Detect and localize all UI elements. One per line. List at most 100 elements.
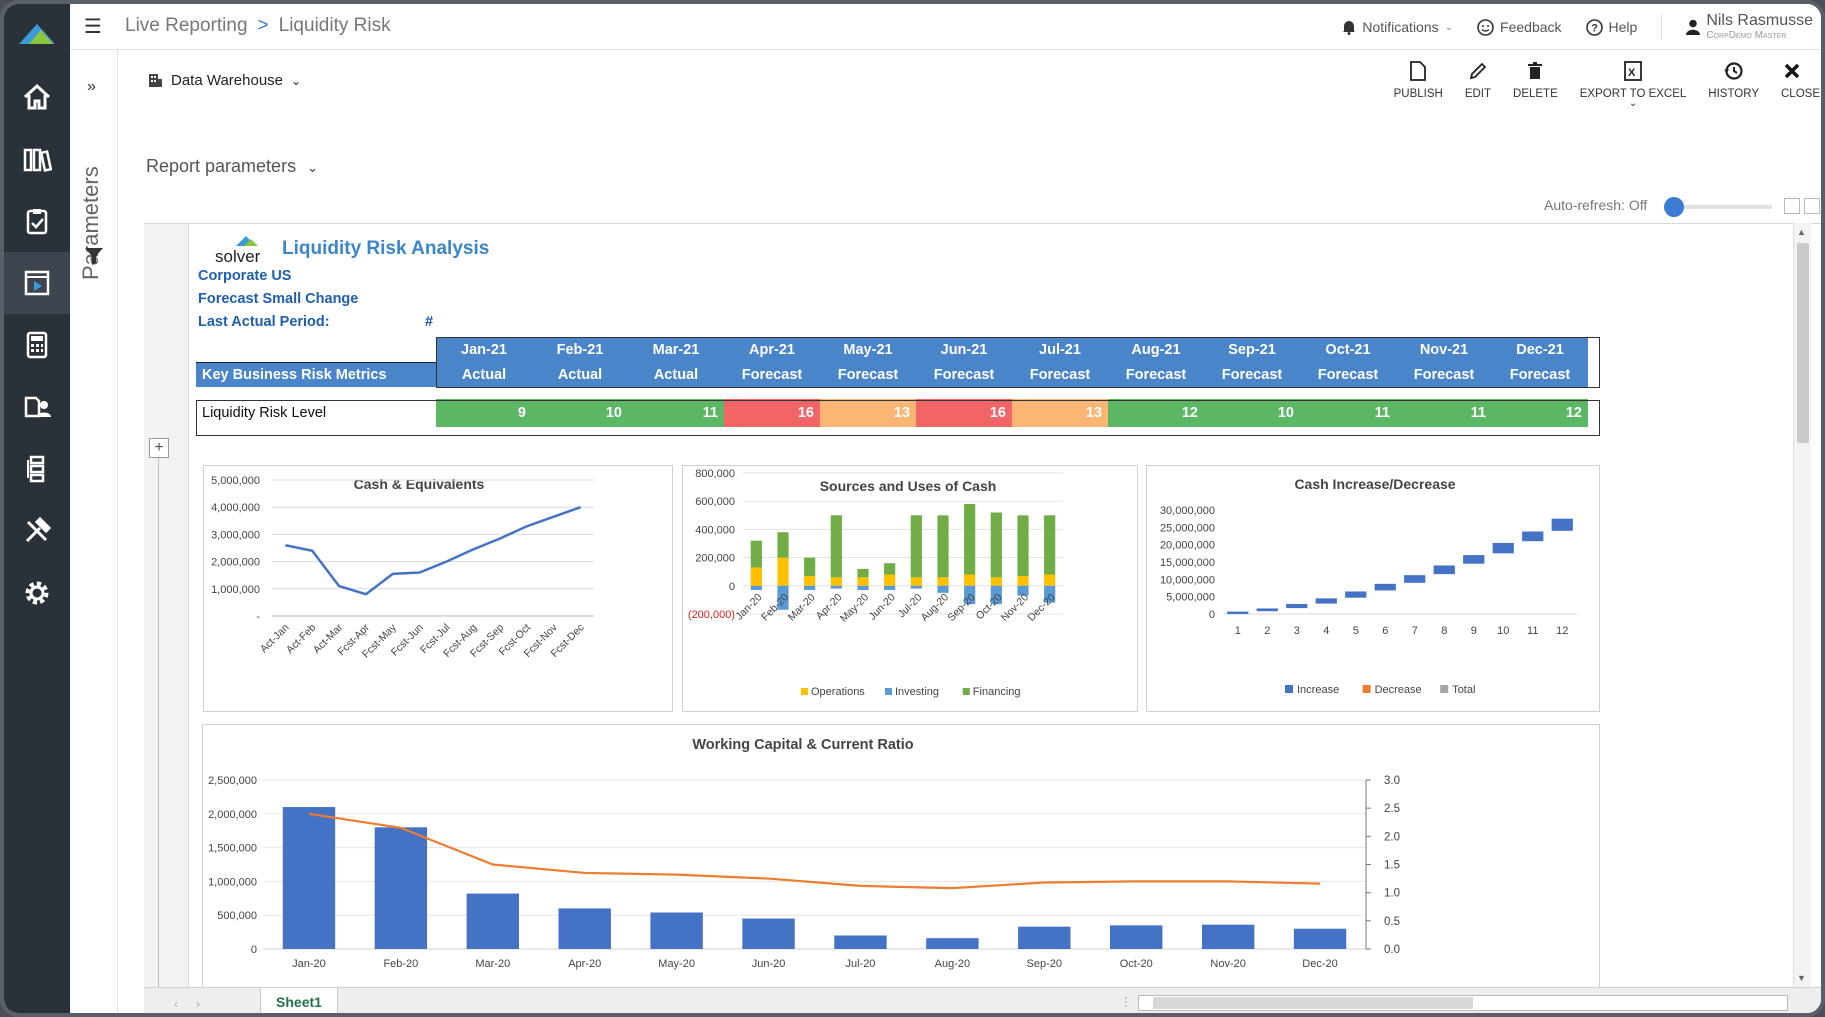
risk-value-cell[interactable]: 13	[820, 399, 916, 427]
export-to-excel-button[interactable]: X EXPORT TO EXCEL ⌄	[1580, 60, 1686, 109]
data-source-dropdown[interactable]: Data Warehouse ⌄	[148, 72, 301, 89]
y-tick-label: 2,500,000	[208, 775, 257, 787]
breadcrumb-live-reporting[interactable]: Live Reporting	[125, 15, 248, 36]
bar-segment	[1017, 585, 1029, 596]
breadcrumb-separator: >	[257, 15, 269, 36]
expand-group-button[interactable]: +	[149, 438, 169, 458]
working-capital-bar	[1018, 926, 1071, 949]
auto-refresh-toggle[interactable]	[1664, 197, 1774, 217]
edit-button[interactable]: EDIT	[1465, 60, 1491, 108]
risk-value-cell[interactable]: 12	[1108, 399, 1204, 427]
risk-value-cell[interactable]: 16	[724, 399, 820, 427]
solver-nav-logo[interactable]	[17, 18, 57, 48]
y-tick-label: (200,000)	[688, 609, 735, 621]
legend-label: Total	[1452, 684, 1475, 696]
menu-icon[interactable]: ☰	[84, 16, 102, 38]
scroll-thumb[interactable]	[1797, 243, 1809, 443]
bar-segment	[777, 557, 789, 586]
waterfall-bar	[1345, 591, 1367, 598]
risk-value-cell[interactable]: 10	[1204, 399, 1300, 427]
vertical-scrollbar[interactable]: ▲ ▼	[1793, 223, 1811, 987]
nav-settings[interactable]	[4, 562, 70, 624]
x-tick-label: Nov-20	[1210, 958, 1245, 970]
splitter-icon[interactable]: ⋮	[1120, 995, 1132, 1009]
user-menu[interactable]: Nils Rasmusse CorpDemo Master	[1686, 13, 1813, 41]
grid-icon[interactable]	[1804, 198, 1820, 214]
risk-value-cell[interactable]: 11	[628, 399, 724, 427]
report-title: Liquidity Risk Analysis	[282, 238, 490, 259]
horizontal-scrollbar[interactable]	[1138, 995, 1788, 1011]
legend-label: Operations	[811, 686, 865, 698]
history-button[interactable]: HISTORY	[1708, 60, 1759, 108]
waterfall-bar	[1404, 575, 1426, 583]
expand-icon[interactable]	[1784, 198, 1800, 214]
legend-swatch	[801, 688, 808, 695]
nav-calculator[interactable]	[4, 314, 70, 376]
row-label: Liquidity Risk Level	[202, 405, 327, 421]
risk-value-cell[interactable]: 11	[1300, 399, 1396, 427]
header-type: Forecast	[1396, 362, 1492, 387]
y2-tick-label: 0.5	[1384, 916, 1400, 928]
help-button[interactable]: ? Help	[1585, 18, 1637, 36]
x-tick-label: Aug-20	[935, 958, 970, 970]
delete-button[interactable]: DELETE	[1513, 60, 1558, 108]
bar-segment	[857, 577, 869, 586]
risk-value-cell[interactable]: 9	[436, 399, 532, 427]
risk-value-cell[interactable]: 13	[1012, 399, 1108, 427]
legend-swatch	[962, 688, 970, 695]
feedback-button[interactable]: Feedback	[1477, 18, 1562, 36]
hierarchy-icon	[27, 455, 45, 483]
cash-increase-chart[interactable]: Cash Increase/Decrease 30,000,000 25,000,0…	[1146, 465, 1600, 712]
sheet-tab[interactable]: Sheet1	[260, 988, 338, 1013]
waterfall-bar	[1374, 583, 1396, 591]
nav-hierarchy[interactable]	[4, 438, 70, 500]
row-border	[196, 400, 1600, 436]
scroll-down-icon[interactable]: ▼	[1797, 973, 1806, 983]
notifications-button[interactable]: Notifications ⌄	[1342, 19, 1453, 35]
library-icon	[23, 148, 52, 172]
scroll-up-icon[interactable]: ▲	[1797, 227, 1806, 237]
data-source-label: Data Warehouse	[171, 72, 284, 89]
sources-uses-chart[interactable]: Sources and Uses of Cash 800,000 600,000 40…	[682, 465, 1138, 712]
nav-library[interactable]	[4, 128, 70, 190]
risk-value-cell[interactable]: 10	[532, 399, 628, 427]
y-tick-label: 5,000,000	[1166, 592, 1215, 604]
bar-segment	[777, 532, 789, 558]
cash-equivalents-chart[interactable]: Cash & Equivalents 5,000,000 4,000,000 3,00…	[203, 465, 673, 712]
chevron-down-icon: ⌄	[1628, 98, 1638, 109]
nav-home[interactable]	[4, 66, 70, 128]
toggle-knob[interactable]	[1664, 197, 1684, 217]
publish-button[interactable]: PUBLISH	[1394, 60, 1443, 108]
legend-swatch	[1440, 685, 1449, 693]
y2-tick-label: 0.0	[1384, 944, 1400, 956]
header-type: Forecast	[1204, 362, 1300, 387]
filter-icon[interactable]	[84, 246, 104, 266]
risk-value-cell[interactable]: 11	[1396, 399, 1492, 427]
breadcrumb-liquidity-risk: Liquidity Risk	[278, 15, 391, 36]
entity-label: Corporate US	[198, 268, 292, 284]
close-button[interactable]: CLOSE	[1781, 60, 1821, 108]
risk-value-cell[interactable]: 16	[916, 399, 1012, 427]
x-tick-label: 7	[1412, 625, 1418, 637]
h-scroll-thumb[interactable]	[1153, 997, 1473, 1009]
header-month: Apr-21	[724, 337, 820, 362]
report-parameters-label: Report parameters	[146, 156, 297, 176]
working-capital-bar	[1110, 925, 1163, 949]
expand-panel-icon[interactable]: »	[87, 78, 96, 95]
delete-label: DELETE	[1513, 88, 1558, 100]
header-type: Forecast	[1300, 362, 1396, 387]
y-tick-label: 15,000,000	[1160, 557, 1215, 569]
report-parameters-toggle[interactable]: Report parameters ⌄	[146, 156, 318, 177]
divider	[1661, 14, 1663, 40]
working-capital-chart[interactable]: Working Capital & Current Ratio 2,500,000…	[202, 724, 1600, 987]
parameters-panel: » Parameters	[70, 50, 118, 1013]
nav-user-docs[interactable]	[4, 376, 70, 438]
nav-tasks[interactable]	[4, 190, 70, 252]
notifications-label: Notifications	[1362, 19, 1439, 35]
y-tick-label: 4,000,000	[211, 502, 260, 514]
nav-reports[interactable]	[4, 252, 70, 314]
header-type: Actual	[436, 362, 532, 387]
nav-tools[interactable]	[4, 500, 70, 562]
risk-value-cell[interactable]: 12	[1492, 399, 1588, 427]
sheet-nav-arrows[interactable]: ‹›	[174, 997, 218, 1011]
